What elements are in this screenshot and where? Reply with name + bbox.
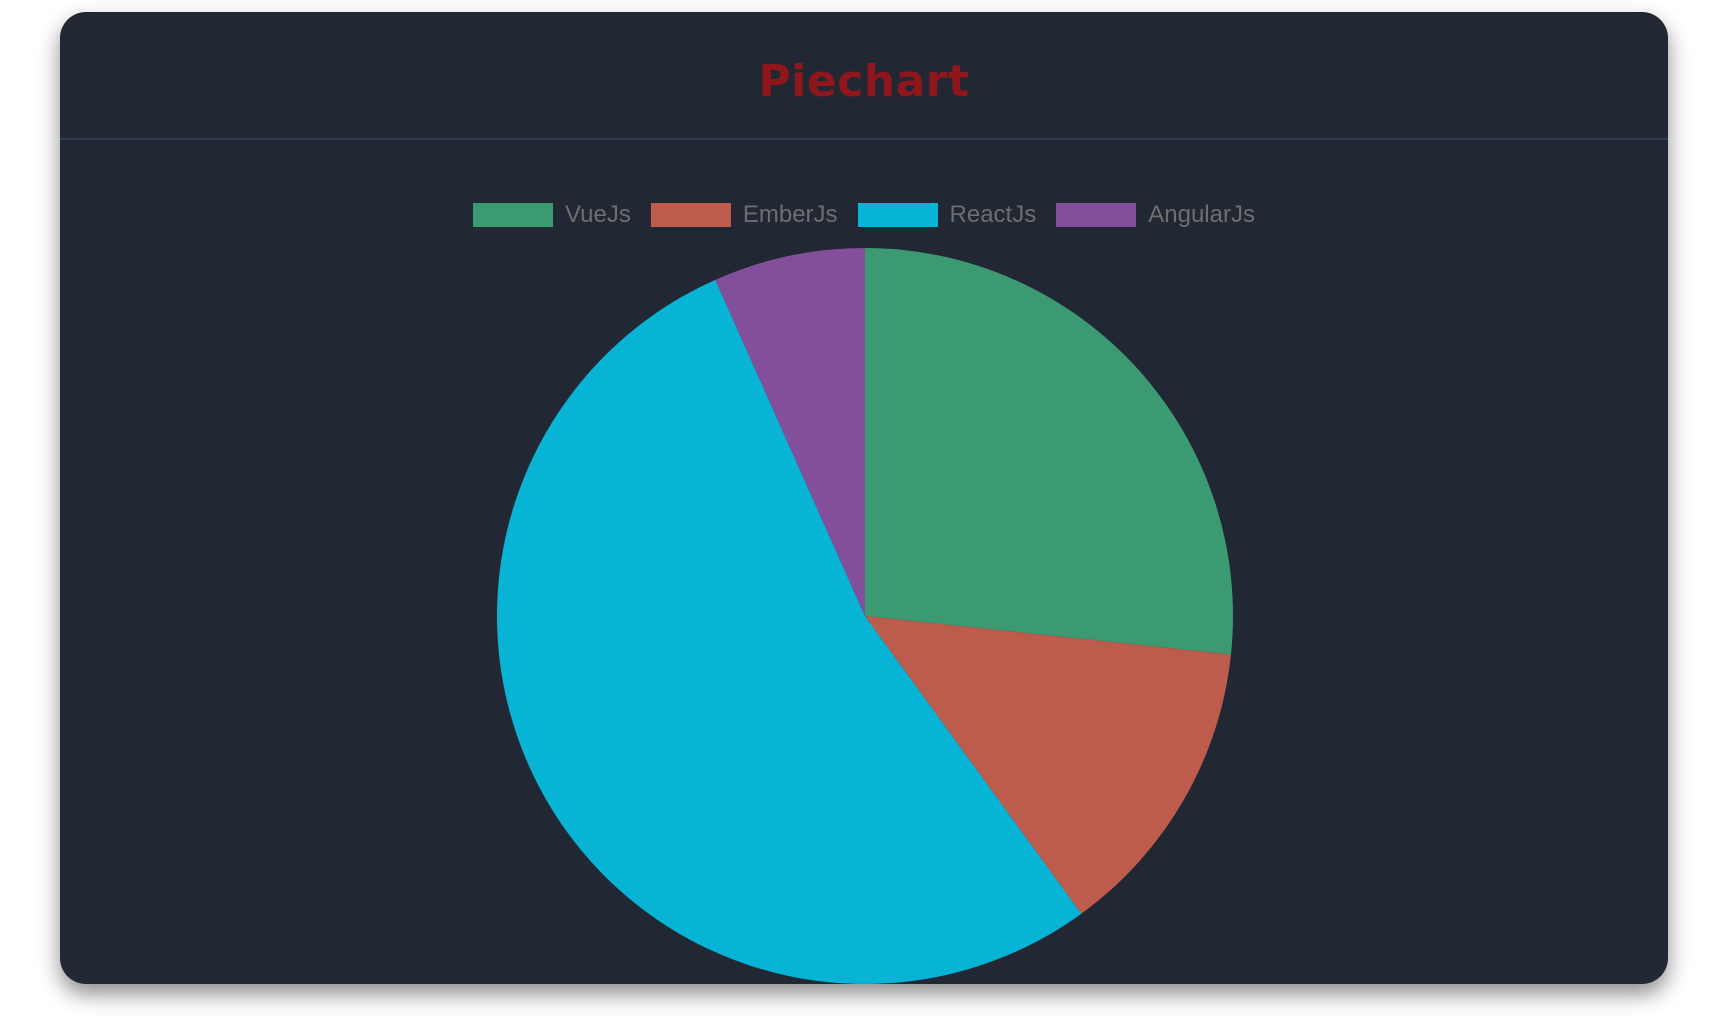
page-title: Piechart (758, 56, 970, 107)
legend-item-angularjs[interactable]: AngularJs (1056, 201, 1255, 229)
pie-slice-vuejs[interactable] (865, 248, 1233, 655)
legend: VueJs EmberJs ReactJs AngularJs (60, 201, 1668, 229)
legend-swatch (857, 203, 938, 227)
legend-label: ReactJs (949, 201, 1037, 228)
chart-card: Piechart VueJs EmberJs ReactJs AngularJs (60, 12, 1668, 984)
header-divider (60, 138, 1668, 140)
pie-chart (497, 248, 1233, 984)
pie-slice-reactjs[interactable] (497, 279, 1082, 984)
legend-label: VueJs (565, 201, 631, 228)
legend-item-vuejs[interactable]: VueJs (473, 201, 631, 229)
legend-swatch (650, 203, 731, 227)
pie-slice-angularjs[interactable] (715, 248, 865, 616)
legend-swatch (473, 203, 554, 227)
legend-item-emberjs[interactable]: EmberJs (650, 201, 838, 229)
legend-label: AngularJs (1148, 201, 1255, 228)
legend-label: EmberJs (742, 201, 838, 228)
legend-swatch (1056, 203, 1137, 227)
pie-slice-emberjs[interactable] (865, 616, 1231, 914)
legend-item-reactjs[interactable]: ReactJs (857, 201, 1037, 229)
